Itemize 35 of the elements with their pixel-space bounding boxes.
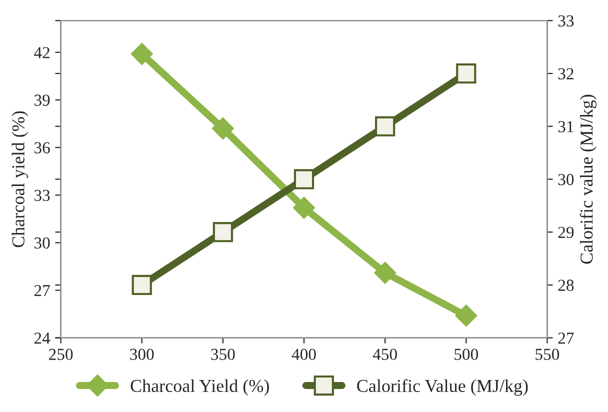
y-tick-label: 27 [34,285,50,296]
y2-axis-title: Calorific value (MJ/kg) [580,94,596,264]
y2-tick-label: 31 [558,121,574,132]
y2-tick-label: 29 [558,226,574,238]
x-tick-label: 250 [49,348,73,360]
x-tick-label: 550 [536,348,560,360]
y-tick-label: 42 [34,47,50,58]
y-tick-label: 24 [34,332,50,344]
point [294,169,314,190]
point [131,43,153,65]
y2-tick-label: 27 [558,332,574,344]
x-tick-label: 300 [130,348,154,360]
point [212,222,234,242]
y2-tick-label: 32 [558,68,574,80]
y2-tick-label: 30 [558,174,574,186]
x-tick-label: 450 [372,348,397,360]
point [132,274,152,296]
y2-tick-label: 33 [558,15,574,27]
x-tick-label: 400 [292,348,316,360]
point [293,196,315,219]
y2-tick-label: 28 [558,280,574,291]
x-tick-label: 350 [211,348,235,360]
point [212,118,234,140]
y-tick-label: 33 [34,190,50,202]
legend-label: Calorific Value (MJ/kg) [357,379,528,396]
point [455,304,477,326]
point [456,63,476,84]
x-tick-label: 500 [454,348,478,360]
point [374,116,396,136]
point [374,262,396,284]
y-tick-label: 36 [34,142,50,154]
y-tick-label: 39 [34,94,50,106]
y-tick-label: 30 [34,237,50,249]
legend-label: Charcoal Yield (%) [130,379,269,396]
y-axis-title: Charcoal yield (%) [12,111,28,248]
